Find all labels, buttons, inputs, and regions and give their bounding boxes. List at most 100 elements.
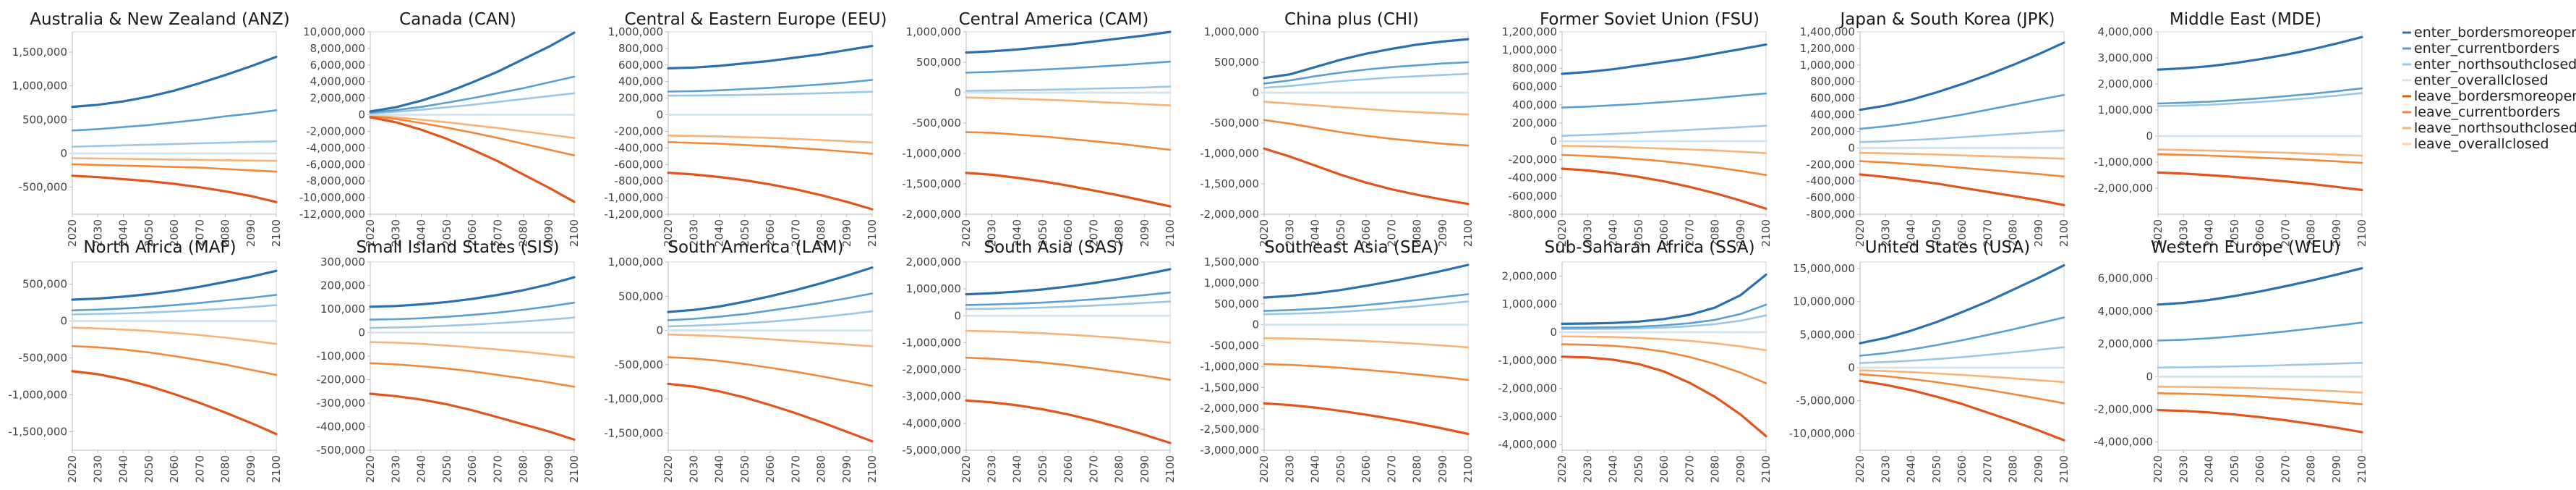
- y-tick-label: -1,500,000: [604, 426, 663, 439]
- series-line-enter-northsouthclosed: [2157, 362, 2363, 369]
- panel-title: South Asia (SAS): [984, 238, 1124, 257]
- y-tick-label: -600,000: [1807, 191, 1855, 204]
- y-tick-label: -2,000,000: [1200, 208, 1259, 221]
- y-tick-label: -400,000: [615, 141, 663, 154]
- y-tick-label: -500,000: [913, 117, 961, 130]
- x-tick-label: 2070: [1683, 219, 1696, 247]
- y-tick-label: 10,000,000: [1793, 295, 1855, 308]
- x-tick-label: 2100: [270, 219, 283, 247]
- y-tick-label: 4,000,000: [2098, 305, 2153, 318]
- series-line-leave-bordersmoreopen: [369, 392, 576, 441]
- legend-item-enter-bordersmoreopen: enter_bordersmoreopen: [2402, 25, 2576, 41]
- legend-label: enter_currentborders: [2414, 41, 2559, 56]
- y-tick-label: 1,200,000: [1502, 25, 1557, 38]
- series-line-leave-northsouthclosed: [965, 329, 1172, 344]
- x-tick-label: 2020: [960, 455, 973, 483]
- y-tick-label: 0: [2146, 130, 2153, 143]
- x-tick-label: 2050: [738, 455, 751, 483]
- y-tick-label: -1,200,000: [604, 208, 663, 221]
- panel-central-eastern-europe-eeu: Central & Eastern Europe (EEU) -1,200,000…: [604, 10, 887, 247]
- series-line-leave-northsouthclosed: [369, 341, 576, 358]
- panel-australia-new-zealand-anz: Australia & New Zealand (ANZ) -500,000 0 50…: [12, 10, 290, 247]
- panel-title: Small Island States (SIS): [356, 238, 559, 257]
- series-line-enter-northsouthclosed: [1859, 130, 2065, 143]
- x-tick-label: 2080: [2007, 219, 2020, 247]
- y-tick-label: -500,000: [317, 444, 365, 457]
- y-tick-label: 10,000,000: [303, 25, 365, 38]
- x-tick-label: 2100: [2355, 219, 2368, 247]
- plot-area: [965, 31, 1171, 215]
- series-line-enter-northsouthclosed: [965, 300, 1172, 311]
- series-line-enter-currentborders: [369, 75, 576, 114]
- x-tick-label: 2030: [1581, 455, 1594, 483]
- x-tick-label: 2040: [713, 455, 726, 483]
- x-tick-label: 2080: [219, 455, 232, 483]
- panel-title: China plus (CHI): [1284, 10, 1419, 29]
- x-tick-label: 2090: [542, 219, 555, 247]
- x-tick-label: 2030: [91, 219, 104, 247]
- series-line-leave-bordersmoreopen: [667, 382, 874, 443]
- series-line-leave-bordersmoreopen: [1263, 147, 1470, 206]
- series-line-enter-northsouthclosed: [1561, 124, 1767, 137]
- series-line-enter-currentborders: [1263, 293, 1470, 312]
- x-tick-label: 2030: [389, 455, 402, 483]
- series-line-leave-currentborders: [1859, 373, 2065, 405]
- x-tick-label: 2100: [568, 219, 581, 247]
- y-tick-label: -200,000: [1807, 158, 1855, 171]
- x-tick-label: 2020: [66, 219, 79, 247]
- series-line-enter-bordersmoreopen: [369, 276, 576, 308]
- y-tick-label: -1,000,000: [2094, 156, 2153, 169]
- series-line-enter-currentborders: [1263, 61, 1470, 85]
- chart-legend: enter_bordersmoreopenenter_currentborder…: [2402, 25, 2576, 152]
- y-tick-label: -2,000,000: [306, 124, 365, 138]
- x-tick-label: 2050: [1334, 455, 1347, 483]
- y-tick-label: 8,000,000: [310, 42, 365, 55]
- y-tick-label: 0: [1848, 361, 1855, 374]
- plot-area: [965, 261, 1171, 451]
- series-line-enter-currentborders: [1859, 316, 2065, 357]
- y-tick-label: -800,000: [615, 174, 663, 187]
- plot-area: [668, 31, 873, 215]
- x-tick-label: 2060: [168, 219, 181, 247]
- x-tick-label: 2030: [1581, 219, 1594, 247]
- x-tick-label: 2060: [2253, 455, 2266, 483]
- y-tick-label: -1,000,000: [8, 389, 67, 402]
- panel-sub-saharan-africa-ssa: Sub-Saharan Africa (SSA) -4,000,000 -3,000…: [1498, 238, 1773, 483]
- x-tick-label: 2020: [2151, 219, 2165, 247]
- x-tick-label: 2090: [840, 455, 853, 483]
- y-tick-label: -1,000,000: [604, 191, 663, 204]
- panel-title: Middle East (MDE): [2170, 10, 2321, 29]
- series-line-enter-bordersmoreopen: [667, 266, 874, 313]
- y-tick-label: 6,000,000: [310, 59, 365, 72]
- series-line-enter-bordersmoreopen: [369, 31, 576, 113]
- x-tick-label: 2100: [1164, 455, 1177, 483]
- x-tick-label: 2080: [1411, 455, 1424, 483]
- x-tick-label: 2070: [491, 219, 504, 247]
- x-tick-label: 2100: [1760, 219, 1773, 247]
- x-tick-label: 2040: [117, 219, 130, 247]
- x-tick-label: 2060: [1658, 455, 1671, 483]
- x-tick-label: 2040: [415, 219, 428, 247]
- x-tick-label: 2090: [2032, 219, 2045, 247]
- legend-label: leave_bordersmoreopen: [2414, 88, 2576, 104]
- y-tick-label: 0: [954, 86, 961, 99]
- y-tick-label: -500,000: [1211, 117, 1259, 130]
- y-tick-label: 4,000,000: [2098, 25, 2153, 38]
- panel-title: Central America (CAM): [959, 10, 1149, 29]
- x-tick-label: 2040: [1607, 455, 1620, 483]
- y-tick-label: -4,000,000: [306, 141, 365, 154]
- y-tick-label: 3,000,000: [2098, 51, 2153, 64]
- series-line-leave-currentborders: [1561, 343, 1767, 384]
- series-line-enter-currentborders: [71, 109, 278, 132]
- x-tick-label: 2050: [1632, 219, 1645, 247]
- x-tick-label: 2030: [687, 219, 700, 247]
- series-line-enter-bordersmoreopen: [1859, 41, 2065, 111]
- series-line-enter-northsouthclosed: [1263, 300, 1470, 316]
- y-tick-label: 2,000,000: [310, 92, 365, 105]
- x-tick-label: 2030: [1879, 455, 1892, 483]
- series-line-enter-northsouthclosed: [1859, 346, 2065, 364]
- series-line-leave-bordersmoreopen: [1263, 402, 1470, 436]
- series-line-enter-currentborders: [369, 301, 576, 321]
- series-line-leave-bordersmoreopen: [71, 370, 278, 436]
- y-tick-label: 1,000,000: [1800, 59, 1855, 72]
